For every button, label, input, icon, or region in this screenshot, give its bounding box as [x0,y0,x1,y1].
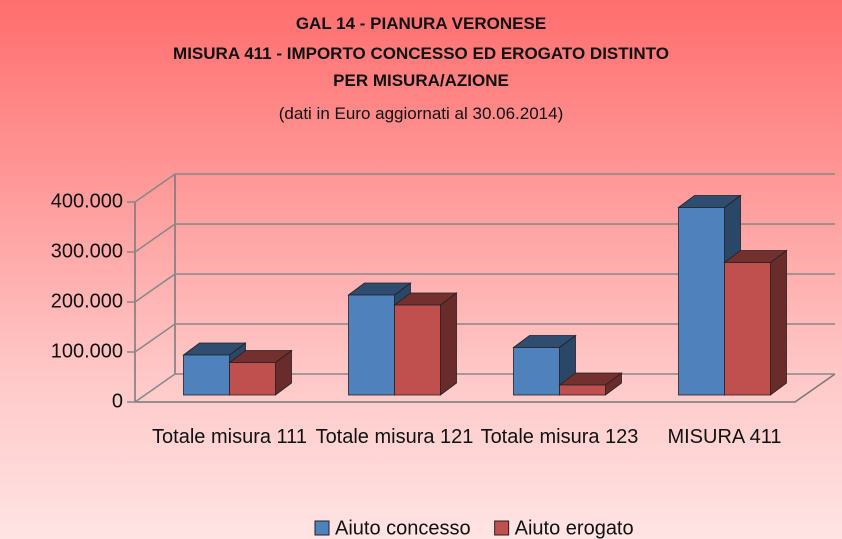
legend-swatch [494,520,510,536]
legend-label: Aiuto concesso [335,517,471,539]
chart-title: GAL 14 - PIANURA VERONESE [295,14,547,33]
bar [394,304,441,396]
floor-edge [135,373,836,403]
y-tick-label: 100.000 [51,340,123,362]
bar [678,207,725,396]
bar [229,362,276,396]
legend-swatch [314,520,330,536]
chart-note: (dati in Euro aggiornati al 30.06.2014) [278,104,564,123]
bar [559,384,606,396]
x-tick-label: Totale misura 123 [480,426,639,448]
bar-side [440,292,457,396]
y-tick-label: 200.000 [51,290,123,312]
x-tick-label: Totale misura 111 [152,426,307,448]
y-tick-label: 300.000 [51,240,123,262]
x-tick-label: Totale misura 121 [315,426,474,448]
y-tick-label: 400.000 [51,190,123,212]
grid-line [127,173,835,203]
grid-line [127,223,835,253]
grid-line [127,373,835,403]
grid-line [127,273,835,303]
bar [724,262,771,396]
legend-label: Aiuto erogato [515,517,634,539]
x-tick-label: MISURA 411 [667,426,782,448]
bar-side [770,249,787,396]
grid-line [127,323,835,353]
bar [183,354,230,396]
y-tick-label: 0 [112,390,123,412]
bar [348,294,395,396]
chart-subtitle: MISURA 411 - IMPORTO CONCESSO ED EROGATO… [173,44,669,90]
bar [513,347,560,396]
